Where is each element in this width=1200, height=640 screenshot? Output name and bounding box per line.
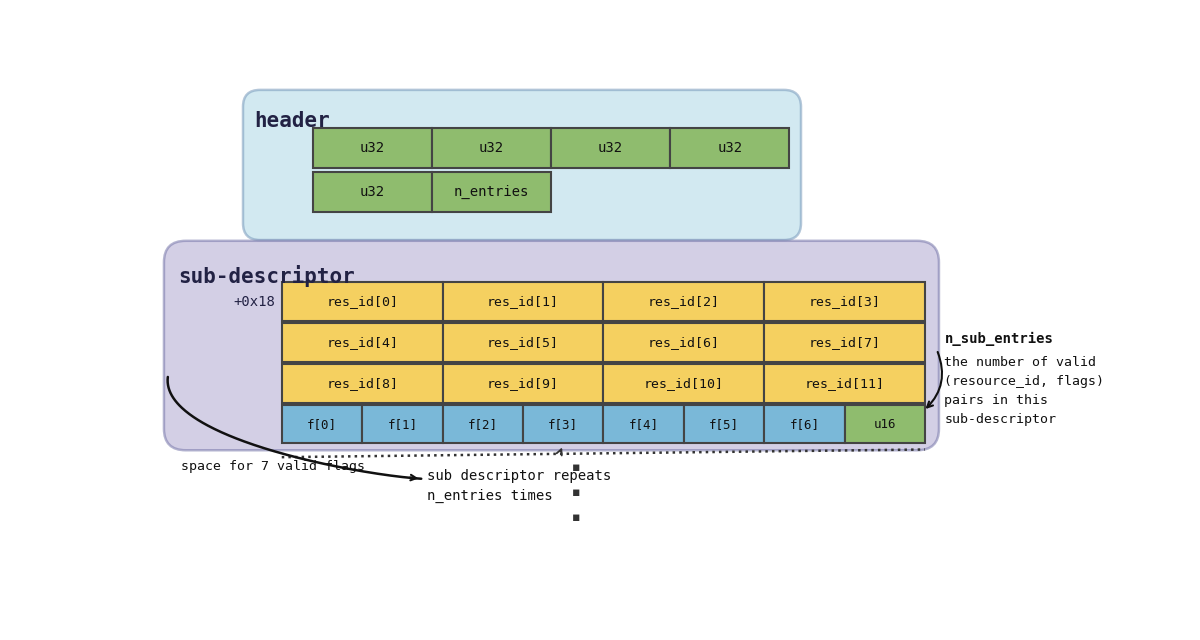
FancyBboxPatch shape (764, 364, 925, 403)
FancyBboxPatch shape (684, 405, 764, 444)
Text: u32: u32 (360, 184, 385, 198)
Text: f[5]: f[5] (709, 417, 739, 431)
Text: sub descriptor repeats: sub descriptor repeats (427, 468, 612, 483)
FancyBboxPatch shape (764, 282, 925, 321)
Text: u32: u32 (360, 141, 385, 156)
Text: res_id[11]: res_id[11] (804, 377, 884, 390)
FancyBboxPatch shape (604, 364, 764, 403)
FancyBboxPatch shape (551, 129, 671, 168)
FancyBboxPatch shape (282, 323, 443, 362)
Text: f[0]: f[0] (307, 417, 337, 431)
Text: res_id[5]: res_id[5] (487, 336, 559, 349)
Text: u16: u16 (874, 417, 896, 431)
FancyBboxPatch shape (604, 282, 764, 321)
Text: f[1]: f[1] (388, 417, 418, 431)
Text: f[6]: f[6] (790, 417, 820, 431)
Text: n_sub_entries: n_sub_entries (944, 332, 1054, 346)
Text: f[3]: f[3] (548, 417, 578, 431)
Text: n_entries: n_entries (454, 184, 529, 198)
Text: ▪: ▪ (572, 511, 581, 524)
FancyBboxPatch shape (443, 323, 604, 362)
Text: n_entries times: n_entries times (427, 488, 553, 503)
FancyBboxPatch shape (443, 364, 604, 403)
FancyBboxPatch shape (432, 172, 551, 212)
FancyBboxPatch shape (443, 405, 523, 444)
Text: res_id[10]: res_id[10] (643, 377, 724, 390)
Text: u32: u32 (479, 141, 504, 156)
Text: space for 7 valid flags: space for 7 valid flags (181, 460, 365, 473)
Text: u32: u32 (718, 141, 743, 156)
FancyBboxPatch shape (242, 90, 802, 240)
Text: the number of valid
(resource_id, flags)
pairs in this
sub-descriptor: the number of valid (resource_id, flags)… (944, 356, 1104, 426)
Text: u32: u32 (598, 141, 623, 156)
FancyBboxPatch shape (443, 282, 604, 321)
FancyBboxPatch shape (604, 323, 764, 362)
FancyBboxPatch shape (671, 129, 790, 168)
Text: res_id[9]: res_id[9] (487, 377, 559, 390)
FancyBboxPatch shape (362, 405, 443, 444)
FancyBboxPatch shape (282, 282, 443, 321)
Text: header: header (254, 111, 330, 131)
FancyBboxPatch shape (845, 405, 925, 444)
FancyBboxPatch shape (764, 405, 845, 444)
Text: res_id[1]: res_id[1] (487, 295, 559, 308)
Text: ▪: ▪ (572, 486, 581, 499)
Text: res_id[6]: res_id[6] (648, 336, 720, 349)
Text: res_id[7]: res_id[7] (809, 336, 881, 349)
FancyBboxPatch shape (282, 405, 362, 444)
FancyBboxPatch shape (313, 172, 432, 212)
Text: res_id[2]: res_id[2] (648, 295, 720, 308)
FancyBboxPatch shape (282, 364, 443, 403)
FancyBboxPatch shape (764, 323, 925, 362)
Text: f[4]: f[4] (629, 417, 659, 431)
Text: res_id[8]: res_id[8] (326, 377, 398, 390)
FancyBboxPatch shape (432, 129, 551, 168)
Text: sub-descriptor: sub-descriptor (178, 266, 355, 287)
Text: res_id[4]: res_id[4] (326, 336, 398, 349)
FancyBboxPatch shape (313, 129, 432, 168)
FancyBboxPatch shape (523, 405, 604, 444)
FancyBboxPatch shape (604, 405, 684, 444)
Text: f[2]: f[2] (468, 417, 498, 431)
Text: res_id[0]: res_id[0] (326, 295, 398, 308)
Text: ▪: ▪ (572, 461, 581, 474)
Text: res_id[3]: res_id[3] (809, 295, 881, 308)
Text: +0x18: +0x18 (234, 294, 276, 308)
FancyBboxPatch shape (164, 241, 938, 451)
